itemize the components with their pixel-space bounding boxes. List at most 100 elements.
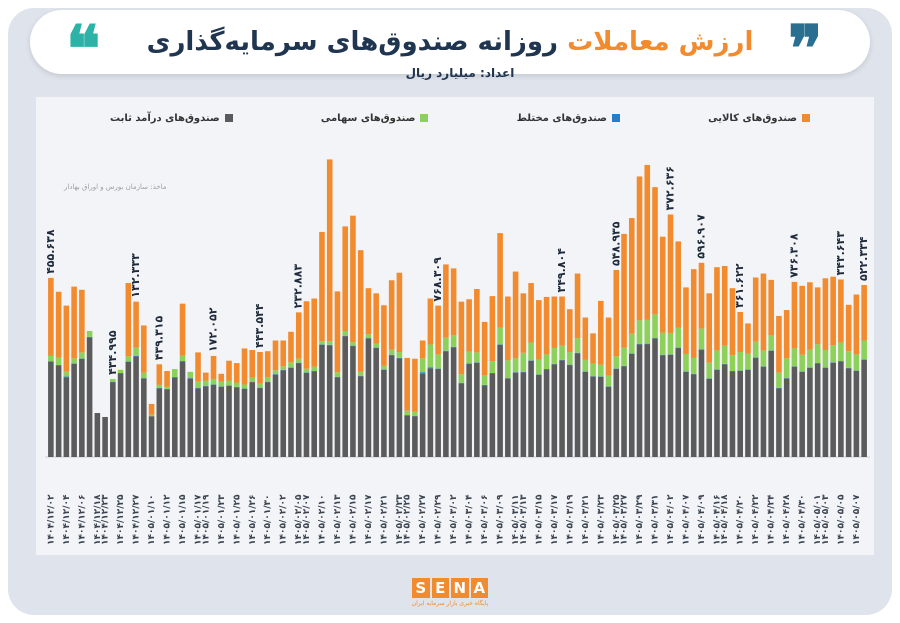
bar-segment (520, 372, 527, 457)
bar-segment (567, 309, 573, 352)
bar-segment (714, 369, 720, 457)
bar-segment (373, 343, 379, 348)
bar-segment (195, 388, 201, 457)
x-tick-label: ۱۴۰۵/۰۱/۱۷ (194, 494, 204, 545)
bar-segment (474, 362, 480, 457)
bar-segment (156, 364, 163, 385)
bar-segment (303, 301, 310, 369)
chart-title-accent: ارزش معاملات (567, 27, 754, 57)
bar-segment (311, 371, 317, 457)
x-tick-label: ۱۴۰۵/۰۵/۰۱ (813, 494, 823, 545)
bar-segment (474, 352, 480, 363)
bar-segment (427, 368, 434, 457)
bar-segment (745, 369, 751, 457)
bar-segment (350, 215, 356, 343)
bar-segment (319, 344, 325, 457)
bar-segment (861, 285, 867, 341)
bar-segment (148, 416, 155, 457)
bar-segment (768, 279, 774, 336)
bar-segment (520, 352, 527, 372)
x-tick-label: ۱۴۰۵/۰۳/۰۴ (465, 494, 475, 545)
bar-segment (505, 360, 511, 379)
x-tick-label: ۱۴۰۵/۰۱/۲۶ (248, 494, 258, 545)
bar-segment (551, 348, 558, 364)
bar-segment (590, 376, 596, 457)
bar-segment (799, 371, 805, 457)
bar-segment (845, 368, 852, 457)
bar-segment (791, 348, 798, 367)
x-tick-label: ۱۴۰۵/۰۴/۰۲ (666, 494, 676, 545)
bar-segment (481, 321, 488, 376)
bar-segment (233, 382, 240, 387)
bar-segment (272, 374, 279, 457)
data-label: ۱۷۲.۰۵۲ (207, 307, 220, 352)
x-tick-label: ۱۴۰۵/۰۱/۲۵ (232, 494, 242, 545)
bar-segment (644, 344, 651, 457)
bar-segment (63, 305, 70, 372)
bar-segment (79, 289, 85, 353)
bar-segment (288, 331, 294, 363)
bar-segment (365, 288, 372, 335)
data-label: ۳۶۱.۶۲۲ (733, 263, 746, 308)
bar-segment (342, 226, 348, 331)
bar-segment (543, 354, 550, 370)
bar-segment (783, 358, 790, 379)
bar-segment (683, 353, 689, 372)
x-tick-label: ۱۴۰۵/۰۴/۰۹ (697, 494, 707, 545)
bar-segment (621, 347, 627, 366)
bar-segment (381, 365, 387, 370)
data-label: ۴۴۳.۵۴۴ (253, 303, 266, 348)
bar-segment (326, 345, 333, 457)
bar-segment (427, 344, 434, 368)
bar-segment (551, 364, 558, 457)
bar-segment (729, 371, 736, 457)
bar-segment (179, 361, 186, 457)
bar-segment (799, 354, 805, 372)
bar-segment (241, 348, 248, 385)
bar-segment (272, 370, 279, 375)
legend-label-mixed: صندوق‌های مختلط (516, 112, 607, 124)
bar-segment (326, 341, 333, 345)
x-tick-label: ۱۴۰۵/۰۵/۰۵ (836, 494, 846, 545)
bar-segment (512, 372, 519, 457)
bar-segment (86, 330, 93, 337)
data-label: ۱۳۲.۳۳۳ (129, 253, 142, 298)
bar-segment (690, 374, 697, 457)
bar-segment (644, 319, 651, 344)
bar-segment (202, 372, 209, 381)
bar-segment (721, 364, 728, 457)
bar-segment (752, 277, 759, 342)
bar-segment (628, 218, 635, 334)
bar-segment (822, 350, 829, 368)
bar-segment (226, 385, 232, 458)
bar-segment (388, 355, 395, 457)
bar-segment (257, 388, 263, 457)
bar-segment (334, 291, 341, 373)
bar-segment (621, 233, 627, 348)
bar-segment (311, 298, 317, 367)
bar-segment (698, 328, 705, 350)
bar-segment (830, 276, 836, 346)
bar-segment (814, 287, 821, 345)
bar-segment (683, 287, 689, 354)
x-tick-label: ۱۴۰۴/۱۲/۰۲ (46, 494, 56, 545)
x-tick-label: ۱۴۰۵/۰۳/۳۱ (651, 494, 661, 545)
bar-segment (48, 355, 54, 362)
bar-segment (706, 362, 713, 379)
data-label: ۷۳۶.۳۰۸ (787, 233, 800, 278)
bar-segment (845, 304, 852, 352)
x-tick-label: ۱۴۰۵/۰۴/۲۴ (767, 494, 777, 545)
bar-segment (481, 385, 488, 457)
x-tick-label: ۱۴۰۴/۱۲/۰۶ (77, 494, 87, 545)
bar-segment (202, 386, 209, 457)
bar-segment (419, 373, 426, 457)
legend-item-mixed: صندوق‌های مختلط (517, 110, 620, 126)
bar-segment (125, 283, 132, 357)
bar-segment (807, 367, 813, 457)
bar-segment (659, 332, 666, 355)
bar-segment (760, 366, 767, 457)
bar-segment (768, 335, 774, 351)
bar-segment (55, 357, 62, 366)
bar-segment (536, 374, 542, 457)
bar-segment (760, 273, 767, 351)
